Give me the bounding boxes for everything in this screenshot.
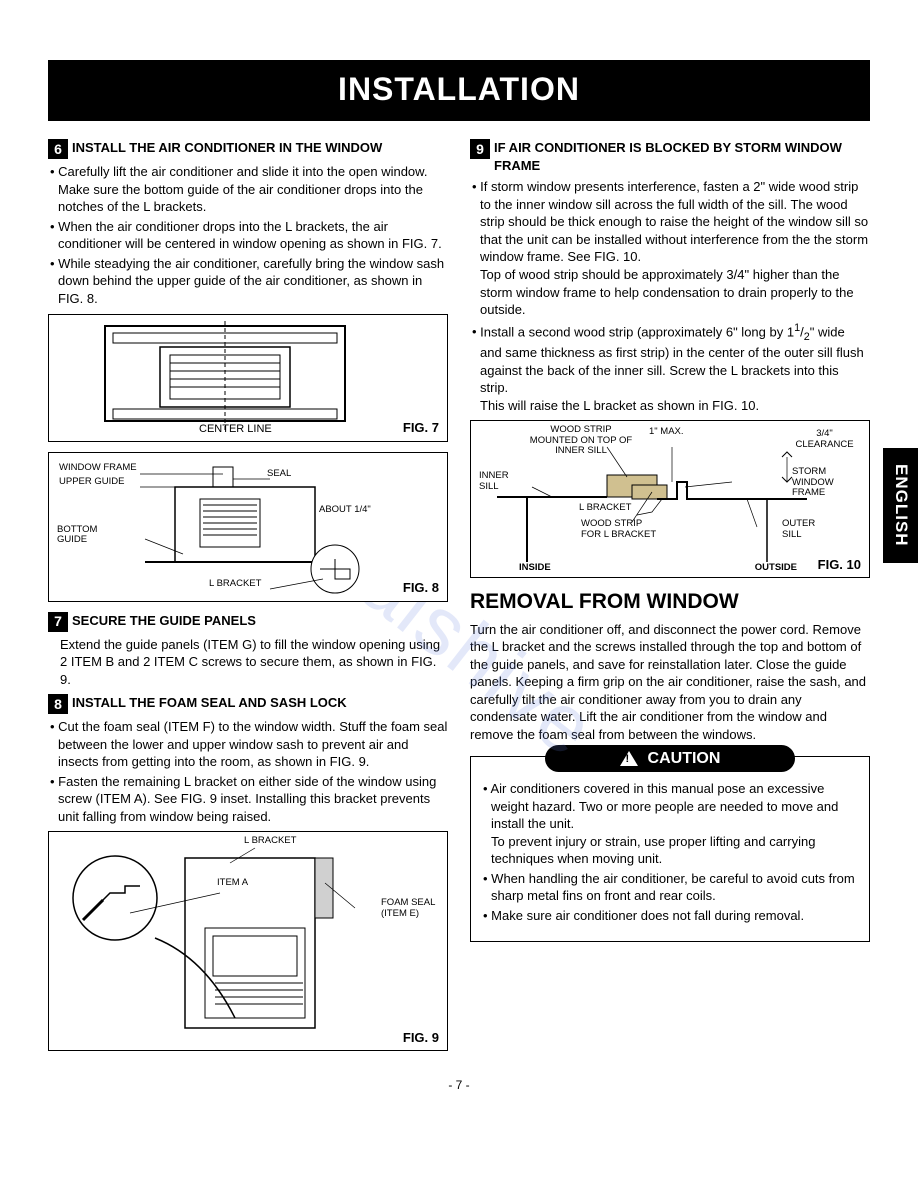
fig10-clearance: 3/4" CLEARANCE (792, 429, 857, 450)
step9-frac1: 1 (794, 322, 800, 334)
caution-b1b: To prevent injury or strain, use proper … (491, 833, 859, 868)
fig8-seal: SEAL (267, 469, 291, 479)
step9-b2c: This will raise the L bracket as shown i… (480, 397, 759, 415)
step6-bullets: Carefully lift the air conditioner and s… (48, 163, 448, 307)
step8-title: INSTALL THE FOAM SEAL AND SASH LOCK (72, 694, 448, 712)
fig7-label: FIG. 7 (403, 419, 439, 437)
caution-b2: When handling the air conditioner, be ca… (481, 870, 859, 905)
fig10-storm: STORM WINDOW FRAME (792, 467, 847, 498)
step8-header: 8 INSTALL THE FOAM SEAL AND SASH LOCK (48, 694, 448, 714)
step9-b2: Install a second wood strip (approximate… (470, 321, 870, 415)
fig10-inner-sill: INNER SILL (479, 471, 519, 492)
caution-b1: Air conditioners covered in this manual … (481, 780, 859, 868)
fig10-outer-sill: OUTER SILL (782, 519, 827, 540)
fig9-label: FIG. 9 (403, 1029, 439, 1047)
fig7-centerline-label: CENTER LINE (199, 422, 272, 437)
columns: 6 INSTALL THE AIR CONDITIONER IN THE WIN… (48, 139, 870, 1061)
step6-number: 6 (48, 139, 68, 159)
fig10-woodstrip-top: WOOD STRIP MOUNTED ON TOP OF INNER SILL (526, 425, 636, 456)
fig8-label: FIG. 8 (403, 579, 439, 597)
caution-banner: CAUTION (545, 745, 794, 773)
step7-title: SECURE THE GUIDE PANELS (72, 612, 448, 630)
figure-9: L BRACKET ITEM A FOAM SEAL (ITEM E) FIG.… (48, 831, 448, 1051)
figure-7: CENTER LINE FIG. 7 (48, 314, 448, 442)
fig9-lbracket: L BRACKET (244, 836, 296, 846)
caution-box: CAUTION Air conditioners covered in this… (470, 756, 870, 942)
page-number: - 7 - (48, 1077, 870, 1093)
caution-b3: Make sure air conditioner does not fall … (481, 907, 859, 925)
step6-b2: When the air conditioner drops into the … (48, 218, 448, 253)
fig8-lbracket: L BRACKET (209, 579, 261, 589)
fig9-svg (55, 838, 395, 1044)
fig10-lbracket: L BRACKET (579, 503, 631, 513)
caution-bullets: Air conditioners covered in this manual … (481, 780, 859, 924)
fig8-upper-guide: UPPER GUIDE (59, 477, 124, 487)
caution-b1a: Air conditioners covered in this manual … (490, 781, 838, 831)
page-content: INSTALLATION 6 INSTALL THE AIR CONDITION… (0, 0, 918, 1124)
step9-header: 9 IF AIR CONDITIONER IS BLOCKED BY STORM… (470, 139, 870, 174)
fig10-outside: OUTSIDE (755, 563, 797, 573)
fig10-one-max: 1" MAX. (649, 427, 684, 437)
step8-number: 8 (48, 694, 68, 714)
left-column: 6 INSTALL THE AIR CONDITIONER IN THE WIN… (48, 139, 448, 1061)
step8-b1: Cut the foam seal (ITEM F) to the window… (48, 718, 448, 771)
step9-b2a: Install a second wood strip (approximate… (480, 324, 794, 339)
fig7-svg (55, 321, 395, 431)
fig9-foam-seal: FOAM SEAL (ITEM E) (381, 898, 441, 919)
step9-b1: If storm window presents interference, f… (470, 178, 870, 318)
step6-title: INSTALL THE AIR CONDITIONER IN THE WINDO… (72, 139, 448, 157)
step9-b1b-text: Top of wood strip should be approximatel… (480, 266, 870, 319)
step9-title: IF AIR CONDITIONER IS BLOCKED BY STORM W… (494, 139, 870, 174)
figure-10: WOOD STRIP MOUNTED ON TOP OF INNER SILL … (470, 420, 870, 578)
step6-b1: Carefully lift the air conditioner and s… (48, 163, 448, 216)
fig8-window-frame: WINDOW FRAME (59, 463, 137, 473)
step9-number: 9 (470, 139, 490, 159)
step9-b1-text: If storm window presents interference, f… (480, 179, 868, 264)
caution-label: CAUTION (648, 748, 721, 770)
step8-b2: Fasten the remaining L bracket on either… (48, 773, 448, 826)
right-column: 9 IF AIR CONDITIONER IS BLOCKED BY STORM… (470, 139, 870, 1061)
fig10-inside: INSIDE (519, 563, 551, 573)
step6-b3: While steadying the air conditioner, car… (48, 255, 448, 308)
fig8-bottom-guide: BOTTOM GUIDE (57, 525, 107, 546)
step9-bullets: If storm window presents interference, f… (470, 178, 870, 414)
fig9-item-a: ITEM A (217, 878, 248, 888)
step7-header: 7 SECURE THE GUIDE PANELS (48, 612, 448, 632)
fig8-about-qtr: ABOUT 1/4" (319, 505, 371, 515)
removal-p1: Turn the air conditioner off, and discon… (470, 621, 870, 744)
step7-number: 7 (48, 612, 68, 632)
page-title-bar: INSTALLATION (48, 60, 870, 121)
fig10-label: FIG. 10 (818, 556, 861, 574)
figure-8: WINDOW FRAME UPPER GUIDE SEAL ABOUT 1/4"… (48, 452, 448, 602)
step6-header: 6 INSTALL THE AIR CONDITIONER IN THE WIN… (48, 139, 448, 159)
fig10-woodstrip-l: WOOD STRIP FOR L BRACKET (581, 519, 661, 540)
removal-title: REMOVAL FROM WINDOW (470, 588, 870, 616)
step7-p1: Extend the guide panels (ITEM G) to fill… (48, 636, 448, 689)
warning-icon (620, 751, 638, 766)
language-tab: ENGLISH (883, 448, 918, 563)
step8-bullets: Cut the foam seal (ITEM F) to the window… (48, 718, 448, 825)
